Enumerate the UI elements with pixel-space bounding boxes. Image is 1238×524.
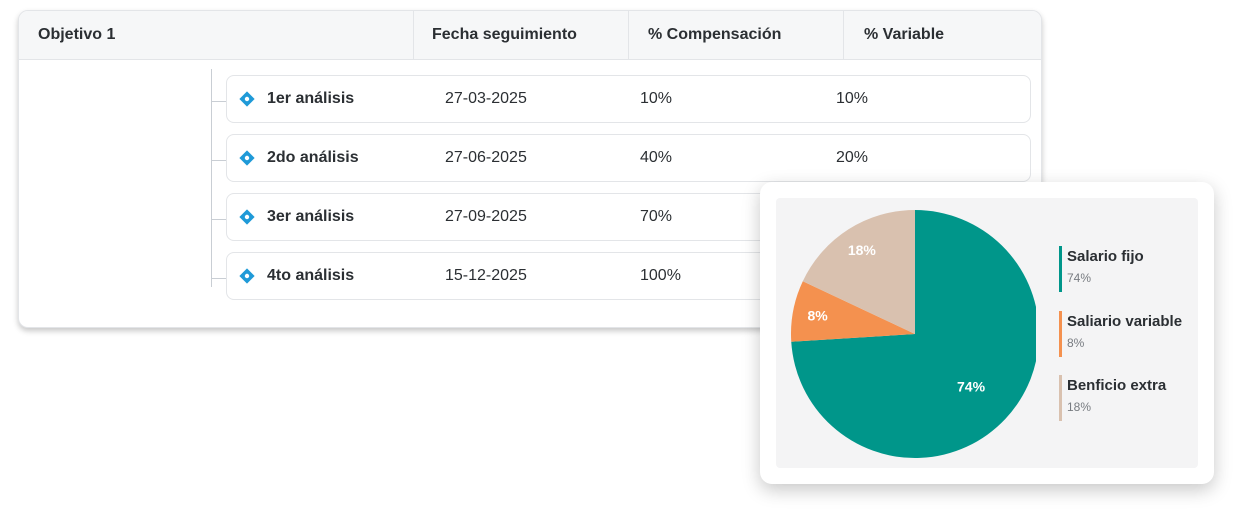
slice-label: 74% (957, 379, 986, 395)
table-header: Objetivo 1 Fecha seguimiento % Compensac… (19, 11, 1041, 60)
row-date: 15-12-2025 (445, 267, 527, 284)
chart-panel: 74% 8% 18% Salario fijo 74% Saliario varia… (776, 198, 1198, 468)
header-date: Fecha seguimiento (432, 26, 577, 43)
diamond-icon (239, 209, 255, 225)
tree-connector (211, 101, 226, 102)
tree-connector (211, 69, 212, 287)
pie-slice (802, 210, 915, 334)
legend-value: 8% (1067, 336, 1085, 350)
table-row[interactable]: 2do análisis 27-06-2025 40% 20% (226, 134, 1031, 182)
row-date: 27-06-2025 (445, 149, 527, 166)
legend-swatch (1059, 375, 1062, 421)
table-row[interactable]: 1er análisis 27-03-2025 10% 10% (226, 75, 1031, 123)
legend-label: Saliario variable (1067, 313, 1183, 330)
pie-chart: 74% 8% 18% (791, 210, 1036, 458)
tree-connector (211, 160, 226, 161)
header-compensation: % Compensación (648, 26, 782, 43)
header-divider (843, 11, 844, 59)
row-name: 2do análisis (267, 149, 359, 166)
legend-value: 18% (1067, 400, 1092, 414)
legend-value: 74% (1067, 271, 1092, 285)
header-divider (413, 11, 414, 59)
row-variable: 20% (836, 149, 869, 166)
legend-swatch (1059, 246, 1062, 292)
legend-label: Salario fijo (1067, 248, 1144, 265)
row-date: 27-03-2025 (445, 90, 527, 107)
row-compensation: 70% (640, 208, 673, 225)
row-compensation: 100% (640, 267, 681, 284)
header-divider (628, 11, 629, 59)
row-name: 3er análisis (267, 208, 355, 225)
legend-label: Benficio extra (1067, 377, 1167, 394)
diamond-icon (239, 150, 255, 166)
row-compensation: 40% (640, 149, 673, 166)
compensation-chart-card: 74% 8% 18% Salario fijo 74% Saliario varia… (760, 182, 1214, 484)
pie-slice (791, 281, 915, 342)
row-date: 27-09-2025 (445, 208, 527, 225)
slice-label: 8% (807, 307, 828, 323)
legend-swatch (1059, 311, 1062, 357)
row-variable: 10% (836, 90, 869, 107)
row-name: 1er análisis (267, 90, 355, 107)
tree-connector (211, 278, 226, 279)
header-variable: % Variable (864, 26, 945, 43)
pie-slice (791, 210, 1036, 458)
slice-label: 18% (848, 242, 877, 258)
row-compensation: 10% (640, 90, 673, 107)
header-objective: Objetivo 1 (38, 26, 116, 43)
diamond-icon (239, 268, 255, 284)
diamond-icon (239, 91, 255, 107)
tree-connector (211, 219, 226, 220)
row-name: 4to análisis (267, 267, 355, 284)
